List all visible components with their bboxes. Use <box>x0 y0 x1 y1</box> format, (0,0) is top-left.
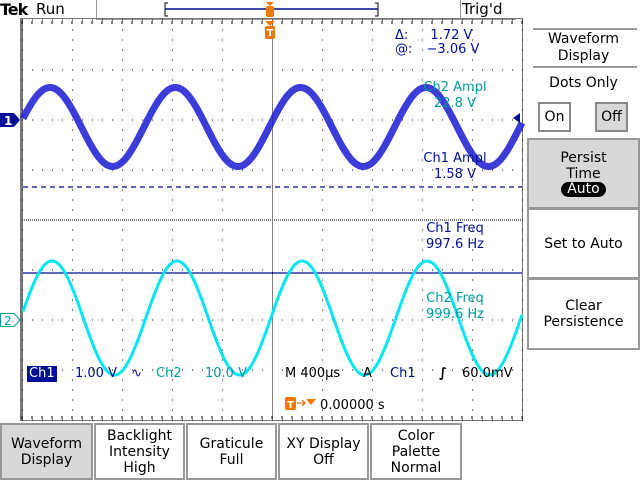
timebase-readout: M 400µs <box>285 366 341 381</box>
bottom-menu-backlight-intensity-button[interactable]: Backlight Intensity High <box>94 423 185 480</box>
ch2-label[interactable]: Ch2 <box>156 366 182 381</box>
bottom-menu-graticule-button[interactable]: Graticule Full <box>186 423 277 480</box>
divider <box>460 0 461 19</box>
ch1-label[interactable]: Ch1 <box>27 366 57 382</box>
ch1-waveform <box>19 84 526 170</box>
ch2-ampl-readout: Ch2 Ampl 22.8 V <box>423 80 487 111</box>
grid-dots <box>21 19 523 421</box>
bandwidth-limit-icon: ∿ <box>131 366 142 381</box>
tek-logo: Tek <box>0 0 28 19</box>
cursor-delta-readout: Δ: 1.72 V <box>395 28 473 43</box>
button-label: Off <box>313 451 334 468</box>
ch1-ampl-readout: Ch1 Ampl 1.58 V <box>423 151 487 182</box>
trigger-position-indicator: T <box>285 397 316 411</box>
persist-time-label: Persist Time <box>560 150 607 182</box>
trigger-source: Ch1 <box>390 366 416 381</box>
trigger-position-icon[interactable] <box>265 2 275 39</box>
rising-edge-icon: ∫ <box>439 366 447 381</box>
bottom-menu-color-palette-button[interactable]: Color Palette Normal <box>370 423 462 480</box>
divider <box>96 18 516 20</box>
button-label: XY Display <box>286 435 361 452</box>
bottom-menu-waveform-display-button[interactable]: Waveform Display <box>0 423 93 480</box>
dots-only-off-button[interactable]: Off <box>595 102 628 132</box>
button-label: Display <box>20 451 73 468</box>
persist-time-button[interactable]: Persist Time Auto <box>527 138 640 209</box>
bottom-menu-xy-display-button[interactable]: XY Display Off <box>278 423 369 480</box>
button-label: Normal <box>390 459 442 476</box>
ch2-ground-marker[interactable]: 2 <box>0 313 21 329</box>
trigger-marker-label: T <box>267 28 274 39</box>
grid <box>21 19 523 421</box>
button-label: Intensity <box>109 443 170 460</box>
persist-time-value: Auto <box>561 182 606 197</box>
trigger-level-marker[interactable] <box>513 113 520 123</box>
ch2-scale: 10.0 V <box>205 366 247 381</box>
svg-text:1: 1 <box>4 114 12 128</box>
ch1-freq-readout: Ch1 Freq 997.6 Hz <box>426 221 484 252</box>
trigger-level: 60.0mV <box>462 366 513 381</box>
button-label: Graticule <box>199 435 264 452</box>
svg-text:2: 2 <box>4 314 12 328</box>
button-label: Full <box>219 451 244 468</box>
set-to-auto-button[interactable]: Set to Auto <box>527 208 640 279</box>
button-label: Color <box>397 427 435 444</box>
button-label: Backlight <box>106 427 173 444</box>
trigger-mode: A <box>363 366 372 381</box>
trigger-status: Trig'd <box>462 0 503 18</box>
dots-only-label: Dots Only <box>549 75 618 91</box>
clear-persistence-button[interactable]: Clear Persistence <box>527 278 640 350</box>
cursor-at-readout: @: −3.06 V <box>395 42 480 57</box>
divider <box>533 66 637 68</box>
trigger-position-readout: 0.00000 s <box>320 398 385 413</box>
button-label: Palette <box>391 443 441 460</box>
ch1-scale: 1.00 V <box>75 366 117 381</box>
divider <box>96 0 97 19</box>
side-menu-title: Waveform Display <box>547 31 620 64</box>
button-label: High <box>123 459 156 476</box>
divider <box>533 28 637 30</box>
acquisition-state: Run <box>36 0 65 18</box>
ch2-freq-readout: Ch2 Freq 999.6 Hz <box>426 291 484 322</box>
ch1-ground-marker[interactable]: 1 <box>0 113 20 128</box>
ch2-waveform <box>21 259 524 377</box>
button-label: Waveform <box>10 435 83 452</box>
svg-text:T: T <box>287 400 294 411</box>
dots-only-on-button[interactable]: On <box>538 102 571 132</box>
